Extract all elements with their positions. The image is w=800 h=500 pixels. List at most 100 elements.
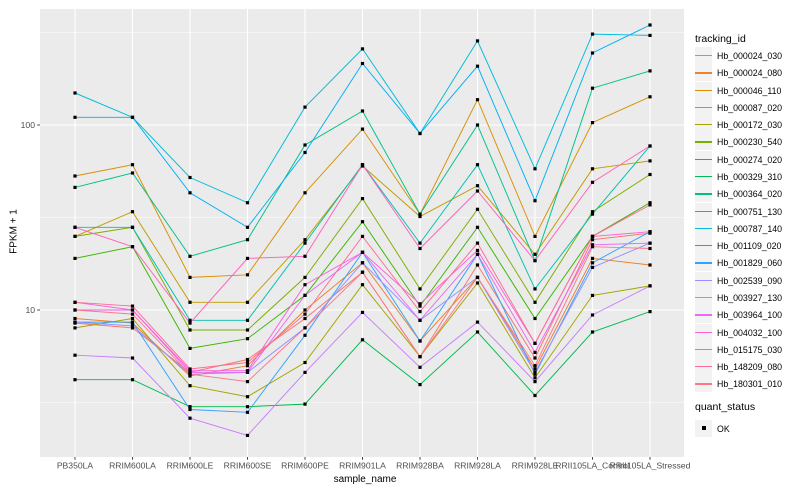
legend-entry-label: Hb_015175_030 [717,344,783,355]
data-point [245,318,250,322]
data-point [245,238,250,242]
legend-line-swatch [695,89,712,91]
data-point [418,246,422,251]
data-point [188,275,192,279]
legend-entry-label: Hb_000787_140 [717,223,783,234]
data-point [360,163,365,167]
data-point [73,353,77,357]
data-point [590,238,595,242]
x-tick-label: RRIM600PE [281,461,329,471]
legend-entry-label: Hb_000751_130 [717,206,783,217]
data-point [73,174,77,178]
data-point [475,184,480,188]
legend-line-swatch [695,348,712,351]
legend-key-icon [695,375,712,393]
data-point [73,115,77,119]
data-point [245,357,250,362]
data-point [303,191,307,195]
data-point [73,234,77,238]
x-tick-label: RRIM600LA [109,461,156,471]
data-point [648,33,652,37]
data-point [590,167,595,171]
data-point [188,321,192,325]
data-point [533,287,537,291]
data-point [475,281,480,285]
legend-entry-label: Hb_001829_060 [717,258,783,269]
legend-key-icon [695,202,712,220]
legend-line-swatch [695,55,712,57]
data-point [245,201,250,205]
data-point [648,172,652,177]
data-point [418,287,422,291]
data-point [188,384,192,388]
data-point [475,330,480,334]
legend-line-swatch [695,314,712,316]
legend-key-icon [695,168,712,185]
data-point [533,259,537,263]
data-point [130,163,135,167]
legend-line-swatch [695,193,712,195]
data-point [130,210,135,214]
data-point [73,185,77,189]
data-point [533,341,537,345]
legend-entry-label: OK [717,423,730,434]
legend-line-swatch [695,262,712,264]
data-point [590,243,595,247]
data-point [73,91,77,95]
data-point [590,234,595,238]
data-point [245,395,250,399]
data-point [475,98,480,102]
data-point [303,308,307,312]
legend-line-swatch [695,141,712,143]
legend-line-swatch [695,158,712,161]
data-point [475,39,480,43]
legend-entry-label: Hb_000024_030 [717,51,783,61]
data-point [590,293,595,297]
legend-key-icon [695,358,712,375]
x-tick-label: RRIM600SE [224,461,272,471]
legend-key-icon [695,116,712,134]
legend-key-icon [695,306,712,324]
data-point [475,123,480,127]
data-point [130,326,135,330]
legend-key-icon [695,47,712,64]
data-point [245,360,250,365]
legend-entry-label: Hb_002539_090 [717,275,783,286]
data-point [475,320,480,324]
data-point [360,109,365,113]
legend-entry-label: Hb_004032_100 [717,327,783,338]
data-point [303,326,307,330]
data-point [245,273,250,277]
data-point [475,252,480,256]
data-point [245,433,250,437]
data-point [73,300,77,304]
data-point [360,220,365,224]
legend-entry-label: Hb_000024_080 [717,68,783,79]
data-point [590,261,595,265]
data-point [188,254,192,258]
data-point [303,333,307,337]
data-point [648,263,652,267]
data-point [360,338,365,342]
data-point [130,245,135,249]
legend-entry-label: Hb_000087_020 [717,102,783,113]
legend-key-icon [695,254,712,272]
data-point [188,175,192,180]
data-point [303,143,307,147]
data-point [360,197,365,201]
data-point [188,300,192,304]
data-point [590,245,595,249]
data-point [590,265,595,269]
legend-key-icon [695,133,712,151]
legend-line-swatch [695,331,712,333]
legend-entry-label: Hb_180301_010 [717,379,783,390]
data-point [188,328,192,332]
data-point [130,312,135,316]
data-point [130,304,135,308]
data-point [188,370,192,374]
data-point [245,405,250,409]
legend-line-swatch [695,296,712,299]
data-point [533,376,537,380]
data-point [130,356,135,360]
